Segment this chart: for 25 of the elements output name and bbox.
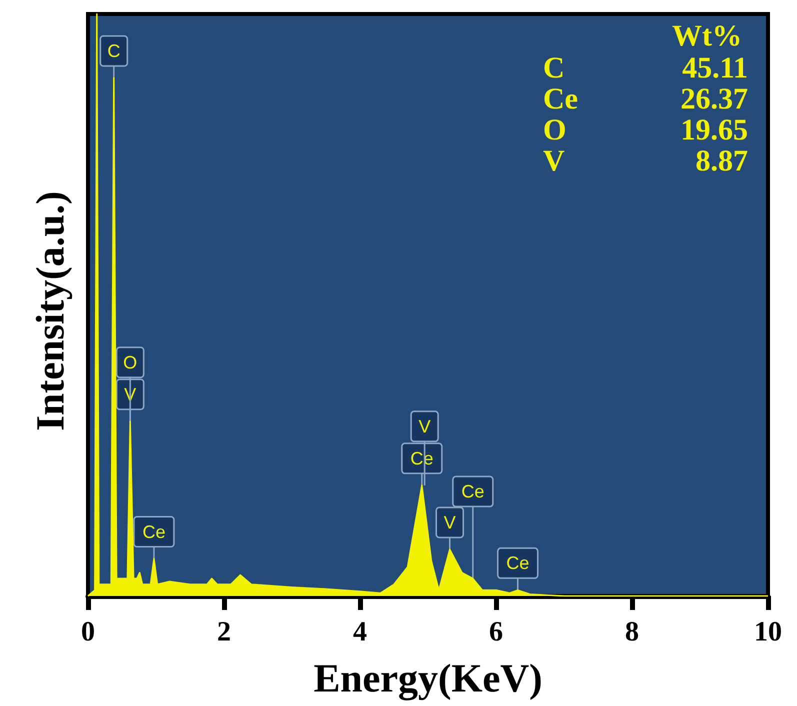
annotation: V bbox=[418, 416, 431, 436]
annotation: Ce bbox=[410, 448, 434, 468]
x-tick-label: 10 bbox=[754, 616, 782, 648]
annotation: O bbox=[123, 352, 138, 372]
annotation: 26.37 bbox=[680, 82, 748, 116]
y-axis-title: Intensity(a.u.) bbox=[28, 190, 72, 432]
annotation: Ce bbox=[142, 522, 166, 542]
annotation: O bbox=[543, 114, 566, 146]
annotation: 8.87 bbox=[696, 144, 748, 178]
x-tick-label: 0 bbox=[81, 616, 95, 648]
annotation: V bbox=[543, 144, 565, 178]
annotation: Ce bbox=[461, 482, 484, 502]
annotation: C bbox=[543, 52, 565, 84]
annotation: Wt% bbox=[672, 20, 742, 52]
annotation: Ce bbox=[506, 553, 530, 574]
annotation: 45.11 bbox=[682, 52, 748, 84]
annotation: Ce bbox=[543, 82, 578, 116]
x-axis-title: Energy(KeV) bbox=[314, 656, 542, 700]
x-tick-label: 4 bbox=[353, 616, 367, 648]
annotation: C bbox=[107, 41, 120, 62]
x-tick-label: 2 bbox=[217, 616, 231, 648]
annotation: V bbox=[444, 512, 456, 532]
annotation: 19.65 bbox=[680, 114, 748, 146]
x-tick-label: 8 bbox=[625, 616, 639, 648]
x-tick-label: 6 bbox=[489, 616, 503, 648]
